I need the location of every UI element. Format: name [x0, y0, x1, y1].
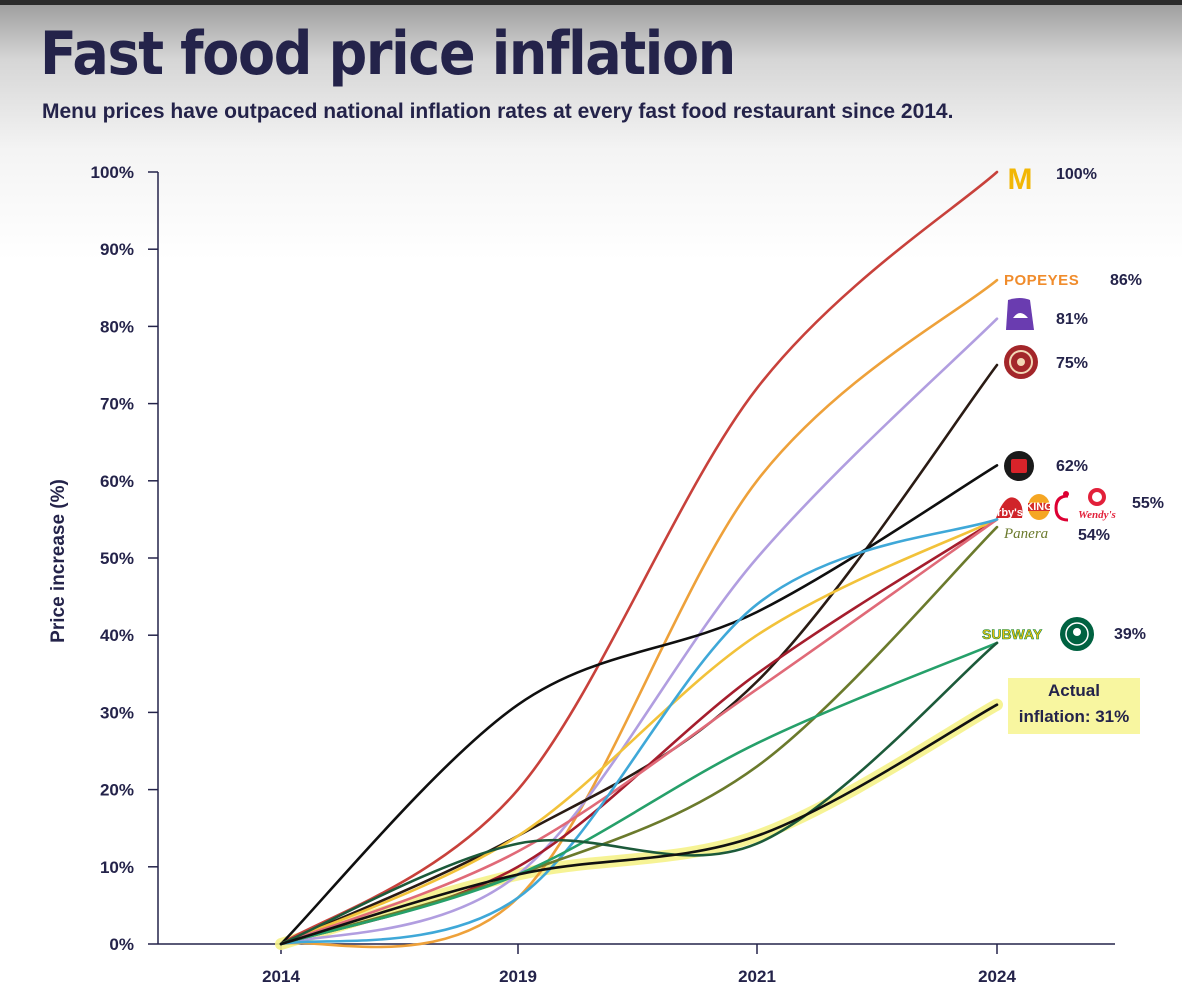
- y-ticks: 0% 10% 20% 30% 40% 50% 60% 70% 80% 90% 100%: [91, 163, 158, 954]
- x-ticks: 2014 2019 2021 2024: [262, 944, 1016, 986]
- series-lines: [275, 170, 1003, 950]
- x-tick-label: 2019: [499, 967, 537, 986]
- series-line-popeyes: [279, 278, 999, 949]
- starbucks-logo-icon: [1060, 617, 1094, 651]
- y-axis-label: Price increase (%): [48, 479, 69, 643]
- series-line-taco-bell: [279, 317, 999, 946]
- x-tick-label: 2021: [738, 967, 776, 986]
- popeyes-logo-icon: POPEYES: [1004, 272, 1079, 289]
- burgerking-logo-icon: KING: [1025, 494, 1053, 520]
- burgerking-mark: KING: [1025, 501, 1053, 513]
- end-label-jackinthebox: 62%: [1056, 458, 1088, 475]
- subway-mark: SUBWAY: [982, 626, 1043, 642]
- chipotle-logo-icon: [1004, 345, 1038, 379]
- end-label-popeyes: 86%: [1110, 272, 1142, 289]
- chart-subtitle: Menu prices have outpaced national infla…: [42, 100, 954, 123]
- series-line-mcdonald-s: [279, 170, 999, 946]
- y-tick-label: 70%: [100, 395, 134, 414]
- chickfila-logo-icon: [1054, 491, 1069, 522]
- y-tick-label: 60%: [100, 472, 134, 491]
- panera-mark: Panera: [1003, 526, 1048, 542]
- arbys-logo-icon: Arby's: [989, 497, 1023, 519]
- x-tick-label: 2014: [262, 967, 300, 986]
- wendys-logo-icon: Wendy's: [1078, 488, 1116, 521]
- end-label-panera: 54%: [1078, 527, 1110, 544]
- y-tick-label: 50%: [100, 549, 134, 568]
- y-tick-label: 0%: [109, 935, 134, 954]
- series-line-arby-s: [279, 518, 999, 946]
- inflation-label-line2: inflation: 31%: [1018, 707, 1130, 726]
- mcdonalds-logo-icon: M: [1008, 163, 1033, 196]
- y-tick-label: 90%: [100, 240, 134, 259]
- series-line-subway: [279, 641, 999, 946]
- end-label-group: 55%: [1132, 495, 1164, 512]
- arbys-mark: Arby's: [989, 507, 1023, 519]
- y-tick-label: 100%: [91, 163, 134, 182]
- end-label-chipotle: 75%: [1056, 355, 1088, 372]
- x-tick-label: 2024: [978, 967, 1016, 986]
- axes: [157, 172, 1115, 945]
- subway-logo-icon: SUBWAY: [982, 626, 1043, 643]
- jackinthebox-logo-icon: [1004, 451, 1034, 481]
- end-label-tacobell: 81%: [1056, 311, 1088, 328]
- actual-inflation-callout: Actual inflation: 31%: [1008, 678, 1140, 734]
- series-line-chick-fil-a: [279, 518, 999, 946]
- mcdonalds-mark: M: [1008, 163, 1033, 196]
- y-tick-label: 20%: [100, 781, 134, 800]
- y-tick-label: 80%: [100, 317, 134, 336]
- y-tick-label: 40%: [100, 626, 134, 645]
- inflation-label-line1: Actual: [1048, 681, 1100, 700]
- panera-logo-icon: Panera: [1003, 526, 1048, 542]
- chart-title: Fast food price inflation: [40, 19, 736, 89]
- y-tick-label: 10%: [100, 858, 134, 877]
- y-tick-label: 30%: [100, 703, 134, 722]
- popeyes-mark: POPEYES: [1004, 272, 1079, 289]
- series-line-wendy-s: [279, 518, 999, 946]
- series-line-panera: [279, 525, 999, 946]
- series-line-starbucks: [279, 641, 999, 946]
- tacobell-logo-icon: [1006, 298, 1034, 330]
- top-edge-bar: [0, 0, 1182, 5]
- wendys-mark: Wendy's: [1078, 509, 1116, 521]
- series-line-jack-in-the-box: [279, 464, 999, 946]
- end-label-subway-starbucks: 39%: [1114, 626, 1146, 643]
- end-label-mcdonalds: 100%: [1056, 166, 1097, 183]
- series-line-actual-inflation: [279, 703, 999, 946]
- series-line-burger-king: [279, 518, 999, 946]
